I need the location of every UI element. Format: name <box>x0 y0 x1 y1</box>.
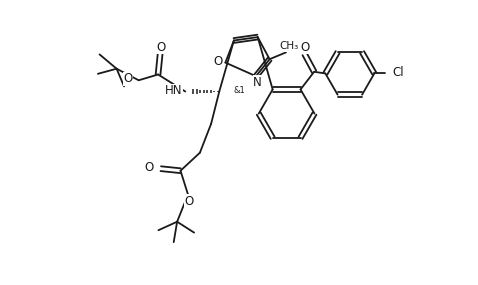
Text: O: O <box>123 72 132 86</box>
Text: O: O <box>185 195 194 208</box>
Text: N: N <box>253 76 262 89</box>
Text: Cl: Cl <box>392 66 403 79</box>
Text: &1: &1 <box>234 86 245 95</box>
Text: O: O <box>213 55 223 68</box>
Text: O: O <box>300 41 309 54</box>
Text: HN: HN <box>165 84 183 97</box>
Text: O: O <box>156 41 165 54</box>
Text: CH₃: CH₃ <box>279 41 298 51</box>
Text: O: O <box>145 161 154 174</box>
